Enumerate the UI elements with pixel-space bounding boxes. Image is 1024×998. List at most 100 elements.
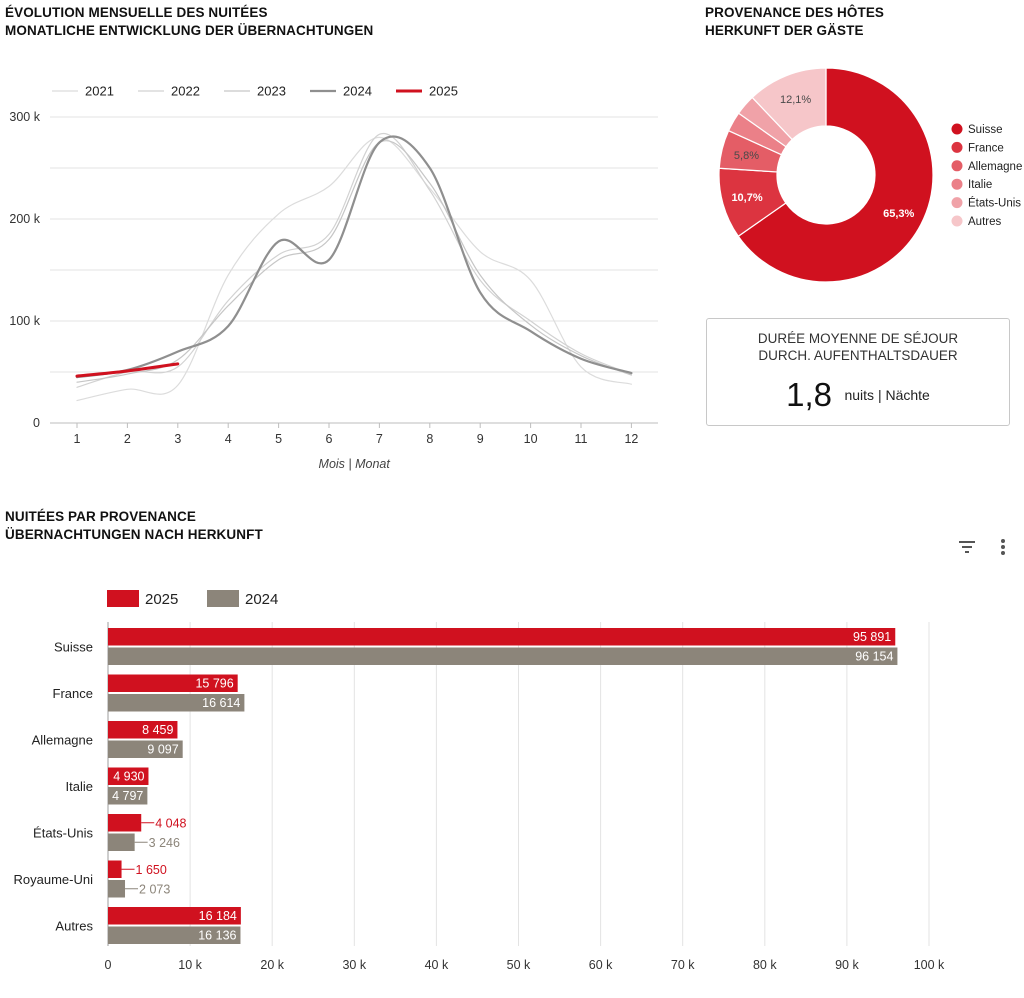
bar-category-label: Autres bbox=[55, 919, 93, 934]
bar-value-label: 96 154 bbox=[855, 650, 893, 664]
bar-2025-2 bbox=[108, 721, 178, 739]
donut-slice-0 bbox=[737, 67, 934, 283]
line-legend-label-2025: 2025 bbox=[429, 84, 458, 99]
line-chart-y-tick-label: 200 k bbox=[9, 212, 40, 226]
donut-legend-dot-5 bbox=[951, 215, 963, 227]
line-chart-title: ÉVOLUTION MENSUELLE DES NUITÉES MONATLIC… bbox=[5, 4, 373, 40]
average-stay-value: 1,8 bbox=[786, 376, 833, 413]
bar-category-label: États-Unis bbox=[33, 826, 93, 841]
donut-chart-title: PROVENANCE DES HÔTES HERKUNFT DER GÄSTE bbox=[705, 4, 884, 40]
donut-slice-label: 65,3% bbox=[883, 208, 914, 220]
bar-chart-title-de: ÜBERNACHTUNGEN NACH HERKUNFT bbox=[5, 527, 263, 542]
donut-legend-dot-2 bbox=[951, 160, 963, 172]
donut-slice-5 bbox=[751, 67, 827, 141]
bar-chart-x-tick-label: 70 k bbox=[671, 958, 695, 972]
line-legend-label-2024: 2024 bbox=[343, 84, 372, 99]
bar-legend-label-2025: 2025 bbox=[145, 591, 178, 608]
average-stay-label-fr: DURÉE MOYENNE DE SÉJOUR bbox=[757, 331, 959, 346]
bar-category-label: Allemagne bbox=[32, 733, 93, 748]
bar-chart-x-tick-label: 60 k bbox=[589, 958, 613, 972]
bar-category-label: Italie bbox=[66, 779, 93, 794]
donut-legend-dot-4 bbox=[951, 197, 963, 209]
line-chart-x-tick-label: 9 bbox=[477, 432, 484, 446]
line-chart-x-tick-label: 10 bbox=[524, 432, 538, 446]
bar-chart-x-tick-label: 40 k bbox=[425, 958, 449, 972]
donut-legend-dot-3 bbox=[951, 178, 963, 190]
line-series-2024 bbox=[75, 135, 633, 379]
bar-chart-title: NUITÉES PAR PROVENANCE ÜBERNACHTUNGEN NA… bbox=[5, 508, 263, 544]
line-chart-y-tick-label: 300 k bbox=[9, 110, 40, 124]
bar-chart-x-tick-label: 50 k bbox=[507, 958, 531, 972]
average-stay-value-row: 1,8 nuits | Nächte bbox=[707, 376, 1009, 414]
line-legend-label-2021: 2021 bbox=[85, 84, 114, 99]
line-chart-x-axis-label: Mois | Monat bbox=[319, 457, 391, 471]
average-stay-card: DURÉE MOYENNE DE SÉJOUR DURCH. AUFENTHAL… bbox=[706, 318, 1010, 426]
bar-2025-5 bbox=[108, 860, 122, 878]
donut-chart-title-fr: PROVENANCE DES HÔTES bbox=[705, 5, 885, 20]
line-chart-x-tick-label: 2 bbox=[124, 432, 131, 446]
bar-value-label: 16 614 bbox=[202, 696, 240, 710]
line-series-2025 bbox=[75, 362, 180, 378]
average-stay-label: DURÉE MOYENNE DE SÉJOUR DURCH. AUFENTHAL… bbox=[707, 330, 1009, 364]
line-chart-x-tick-label: 4 bbox=[225, 432, 232, 446]
bar-value-label: 4 930 bbox=[113, 770, 144, 784]
bar-value-label: 1 650 bbox=[136, 863, 167, 877]
line-chart-x-tick-label: 1 bbox=[74, 432, 81, 446]
bar-value-label: 8 459 bbox=[142, 723, 173, 737]
bar-value-label: 15 796 bbox=[195, 677, 233, 691]
bar-value-label: 16 136 bbox=[198, 929, 236, 943]
donut-slice-label: 10,7% bbox=[731, 192, 762, 204]
donut-legend-label: États-Unis bbox=[968, 197, 1021, 210]
bar-2025-4 bbox=[108, 814, 142, 832]
average-stay-label-de: DURCH. AUFENTHALTSDAUER bbox=[758, 348, 958, 363]
bar-2025-0 bbox=[108, 628, 896, 646]
bar-value-label: 95 891 bbox=[853, 630, 891, 644]
line-chart-x-tick-label: 5 bbox=[275, 432, 282, 446]
line-legend-label-2022: 2022 bbox=[171, 84, 200, 99]
bar-chart-x-tick-label: 100 k bbox=[914, 958, 945, 972]
line-chart-x-tick-label: 6 bbox=[326, 432, 333, 446]
line-series-2023 bbox=[76, 140, 632, 383]
more-vertical-icon[interactable] bbox=[992, 536, 1014, 558]
bar-2024-2 bbox=[108, 740, 183, 758]
line-series-2022 bbox=[76, 132, 632, 388]
bar-chart-x-tick-label: 80 k bbox=[753, 958, 777, 972]
line-chart-x-tick-label: 12 bbox=[624, 432, 638, 446]
bar-chart-x-tick-label: 90 k bbox=[835, 958, 859, 972]
bar-chart-title-fr: NUITÉES PAR PROVENANCE bbox=[5, 509, 196, 524]
line-chart-x-tick-label: 3 bbox=[174, 432, 181, 446]
filter-icon[interactable] bbox=[956, 536, 978, 558]
donut-chart-title-de: HERKUNFT DER GÄSTE bbox=[705, 23, 864, 38]
donut-slice-label: 12,1% bbox=[780, 94, 811, 106]
bar-2024-5 bbox=[108, 880, 126, 898]
bar-2024-4 bbox=[108, 833, 135, 851]
bar-2024-6 bbox=[108, 926, 241, 944]
bar-2024-1 bbox=[108, 694, 245, 712]
bar-value-label: 3 246 bbox=[149, 836, 180, 850]
bar-2025-3 bbox=[108, 767, 149, 785]
average-stay-unit: nuits | Nächte bbox=[844, 387, 930, 403]
bar-value-label: 16 184 bbox=[199, 909, 237, 923]
bar-value-label: 4 048 bbox=[155, 816, 186, 830]
bar-category-label: Royaume-Uni bbox=[14, 872, 94, 887]
bar-2024-3 bbox=[108, 787, 148, 805]
line-chart-y-tick-label: 0 bbox=[33, 416, 40, 430]
donut-legend-label: Allemagne bbox=[968, 161, 1022, 173]
donut-legend-label: Autres bbox=[968, 216, 1001, 228]
bar-chart: 0 10 k 20 k 30 k 40 k 50 k 60 k 70 k 80 k 90 k 100… bbox=[14, 590, 945, 972]
bar-2024-0 bbox=[108, 647, 898, 665]
bar-value-label: 4 797 bbox=[112, 789, 143, 803]
line-chart-y-tick-label: 100 k bbox=[9, 314, 40, 328]
donut-legend-dot-0 bbox=[951, 123, 963, 135]
bar-chart-x-tick-label: 20 k bbox=[260, 958, 284, 972]
line-chart-title-de: MONATLICHE ENTWICKLUNG DER ÜBERNACHTUNGE… bbox=[5, 23, 374, 38]
donut-chart: 65,3% 10,7% 5,8% 12,1% Suisse France Allemagne… bbox=[718, 67, 1022, 283]
line-series-2021 bbox=[76, 136, 632, 402]
line-chart-x-tick-label: 11 bbox=[575, 432, 588, 446]
line-legend-label-2023: 2023 bbox=[257, 84, 286, 99]
donut-slice-label: 5,8% bbox=[734, 150, 759, 162]
bar-legend-swatch-2024 bbox=[207, 590, 239, 607]
donut-legend-dot-1 bbox=[951, 141, 963, 153]
bar-2025-1 bbox=[108, 674, 238, 692]
